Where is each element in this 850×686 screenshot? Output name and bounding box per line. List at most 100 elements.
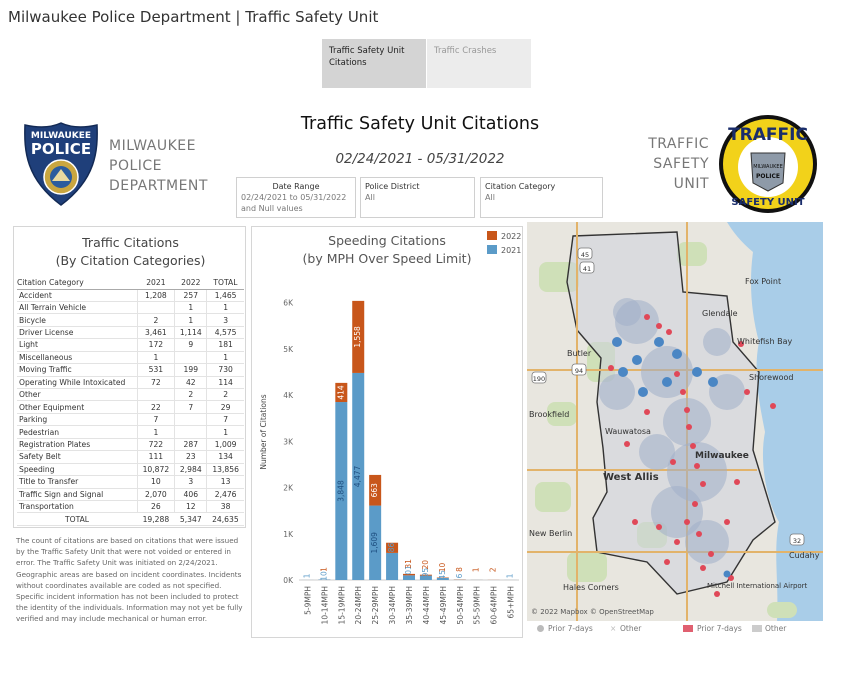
cell-category: Other (17, 388, 137, 402)
cell-value: 29 (206, 400, 244, 414)
legend-other-1: Other (620, 624, 642, 633)
bar-label-2022: 1 (472, 567, 481, 572)
incident-point (686, 424, 692, 430)
cell-category: Pedestrian (17, 425, 137, 439)
cell-value: 13,856 (206, 463, 244, 477)
cell-value: 287 (174, 438, 207, 452)
legend-swatch-2021 (487, 245, 497, 254)
map-place-label: Wauwatosa (605, 427, 651, 436)
incident-point (666, 329, 672, 335)
density-area (599, 374, 635, 410)
x-tick-label: 60-64MPH (490, 586, 499, 624)
table-row: All Terrain Vehicle 1 1 (17, 301, 244, 315)
cell-value: 2,476 (206, 488, 244, 501)
legend-swatch-2022 (487, 231, 497, 240)
cell-value: 531 (136, 363, 175, 377)
cell-value: 1 (206, 425, 244, 439)
park-area (767, 602, 797, 618)
park-area (677, 242, 707, 266)
bar-label-2022: 2 (489, 567, 498, 572)
speeding-chart: Number of Citations 0K 1K 2K 3K 4K 5K 6K 1 5-9MPH… (259, 231, 521, 624)
table-total-row: TOTAL 19,288 5,347 24,635 (17, 512, 244, 526)
route-shield-icon (531, 371, 547, 384)
citation-category-filter[interactable]: Citation Category All (480, 177, 603, 218)
incident-point (670, 459, 676, 465)
table-row: Speeding 10,872 2,984 13,856 (17, 463, 244, 477)
bar-label-2022: 414 (336, 385, 345, 400)
incident-point (724, 519, 730, 525)
route-shield-icon (789, 533, 805, 546)
bar-2021 (419, 575, 432, 580)
route-label: 190 (533, 375, 545, 383)
cell-category: Registration Plates (17, 438, 137, 452)
hotspot-marker (708, 377, 718, 387)
cell-value: 2 (174, 388, 207, 402)
park-area (567, 552, 607, 582)
hotspot-marker (632, 355, 642, 365)
bar-label-2022: 1 (319, 567, 328, 572)
incident-point (674, 371, 680, 377)
map-canvas[interactable]: Fox Point Glendale Whitefish Bay Butler Shor… (527, 222, 823, 621)
tsu-logo-text-2: MILWAUKEE (753, 164, 782, 170)
y-axis-title: Number of Citations (259, 394, 268, 469)
total-cell: 24,635 (206, 512, 244, 526)
map-place-label: Brookfield (529, 410, 569, 419)
cell-value: 2 (206, 388, 244, 402)
col-header-category: Citation Category (17, 277, 137, 290)
cell-value: 114 (206, 376, 244, 390)
incident-point (692, 501, 698, 507)
route-label: 45 (581, 251, 589, 259)
police-district-filter[interactable]: Police District All (360, 177, 475, 218)
tab-traffic-crashes[interactable]: Traffic Crashes (427, 39, 531, 88)
x-tick-label: 45-49MPH (439, 586, 448, 624)
cell-value: 23 (174, 450, 207, 464)
date-range-filter[interactable]: Date Range 02/24/2021 to 05/31/2022 and … (236, 177, 356, 218)
table-row: Accident 1,208 257 1,465 (17, 289, 244, 302)
cell-value: 1 (174, 313, 207, 327)
cell-category: Speeding (17, 463, 137, 477)
tsu-badge-logo: TRAFFIC MILWAUKEE POLICE SAFETY UNIT (719, 115, 817, 213)
cell-value: 7 (206, 413, 244, 427)
hotspot-marker (672, 349, 682, 359)
cell-value: 1,208 (136, 289, 175, 302)
citations-map[interactable]: Fox Point Glendale Whitefish Bay Butler Shor… (527, 222, 823, 621)
map-place-label: Milwaukee (695, 451, 749, 461)
table-row: Other 2 2 (17, 388, 244, 402)
bar-2021 (386, 552, 399, 580)
cell-value: 7 (136, 413, 175, 427)
legend-red-square-icon (683, 625, 693, 632)
bar-2022 (403, 573, 415, 576)
table-row: Title to Transfer 10 3 13 (17, 475, 244, 489)
incident-point (632, 519, 638, 525)
bar-label-2021: 4,477 (353, 466, 362, 488)
table-row: Pedestrian 1 1 (17, 425, 244, 439)
density-area (709, 374, 745, 410)
bar-label-2021: 1,609 (370, 532, 379, 554)
route-label: 41 (583, 265, 591, 273)
incident-point (696, 531, 702, 537)
bar-2021 (436, 577, 449, 580)
cell-value: 1 (136, 425, 175, 439)
y-tick-label: 3K (283, 437, 294, 446)
bar-label-2021: 101 (404, 565, 413, 580)
cell-value: 42 (174, 376, 207, 390)
bar-label-2022: 31 (404, 559, 413, 569)
bar-label-2022: 8 (455, 567, 464, 572)
bar-label-2021: 3,848 (336, 480, 345, 502)
col-header-2022: 2022 (174, 277, 207, 290)
legend-x-icon: × (610, 624, 617, 633)
y-tick-label: 2K (283, 484, 294, 493)
incident-point (644, 409, 650, 415)
cell-value: 134 (206, 450, 244, 464)
incident-point (656, 323, 662, 329)
incident-point (656, 524, 662, 530)
incident-point (684, 407, 690, 413)
mpd-line-2: POLICE (109, 158, 163, 174)
y-tick-label: 4K (283, 391, 294, 400)
cell-category: Traffic Sign and Signal (17, 488, 137, 501)
tab-citations[interactable]: Traffic Safety Unit Citations (322, 39, 426, 88)
incident-point (624, 441, 630, 447)
tsu-line-2: SAFETY (653, 156, 709, 172)
footnote: The count of citations are based on cita… (16, 536, 243, 624)
bar-label-2022: 1,558 (353, 326, 362, 348)
